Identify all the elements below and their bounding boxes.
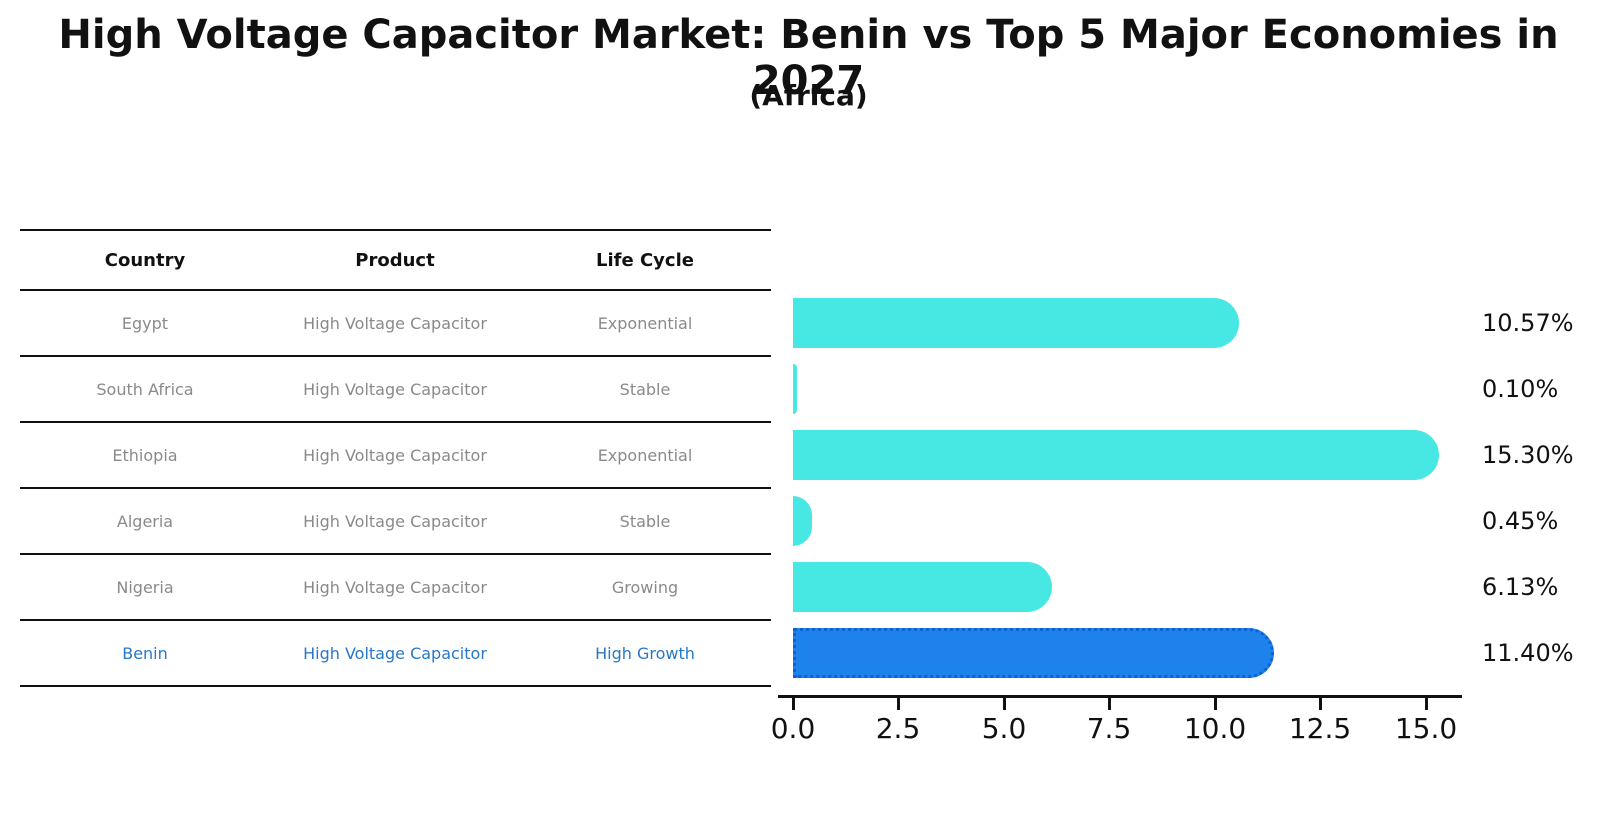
column-header-country: Country	[104, 249, 186, 271]
cell-life-cycle: Exponential	[597, 445, 693, 465]
table-divider	[20, 553, 771, 555]
cell-country: Nigeria	[116, 577, 174, 597]
cell-country: Ethiopia	[112, 445, 178, 465]
cell-product: High Voltage Capacitor	[303, 313, 487, 333]
cell-product: High Voltage Capacitor	[303, 577, 487, 597]
table-row: Ethiopia High Voltage Capacitor Exponent…	[20, 423, 771, 487]
cell-country: Benin	[122, 643, 168, 663]
column-header-product: Product	[355, 249, 435, 271]
table-divider	[20, 619, 771, 621]
cell-life-cycle: Exponential	[597, 313, 693, 333]
value-label: 0.10%	[1482, 375, 1559, 403]
x-axis-tick	[792, 698, 795, 710]
bar-algeria	[793, 496, 812, 546]
table-divider	[20, 289, 771, 291]
x-axis-tick-label: 2.5	[875, 712, 921, 745]
chart-title: High Voltage Capacitor Market: Benin vs …	[58, 12, 1559, 104]
table-row: Algeria High Voltage Capacitor Stable	[20, 489, 771, 553]
x-axis-tick-label: 0.0	[770, 712, 816, 745]
table-header-row: Country Product Life Cycle	[20, 232, 771, 288]
cell-product: High Voltage Capacitor	[303, 643, 487, 663]
cell-life-cycle: Stable	[619, 511, 671, 531]
chart-subtitle: (Africa)	[749, 79, 868, 112]
bar-egypt	[793, 298, 1240, 348]
x-axis-tick-label: 15.0	[1394, 712, 1458, 745]
x-axis-tick	[1425, 698, 1428, 710]
x-axis-spine	[778, 695, 1462, 698]
cell-product: High Voltage Capacitor	[303, 445, 487, 465]
value-label: 0.45%	[1482, 507, 1559, 535]
value-label: 10.57%	[1482, 309, 1574, 337]
x-axis-tick	[1319, 698, 1322, 710]
table-row: Nigeria High Voltage Capacitor Growing	[20, 555, 771, 619]
cell-product: High Voltage Capacitor	[303, 379, 487, 399]
bar-nigeria	[793, 562, 1052, 612]
table-row: South Africa High Voltage Capacitor Stab…	[20, 357, 771, 421]
x-axis-tick	[1108, 698, 1111, 710]
x-axis-tick	[1214, 698, 1217, 710]
column-header-life-cycle: Life Cycle	[596, 249, 694, 271]
cell-product: High Voltage Capacitor	[303, 511, 487, 531]
x-axis-tick-label: 12.5	[1288, 712, 1352, 745]
cell-life-cycle: Stable	[619, 379, 671, 399]
x-axis-tick-label: 7.5	[1086, 712, 1132, 745]
table-row: Egypt High Voltage Capacitor Exponential	[20, 291, 771, 355]
x-axis-tick-label: 5.0	[981, 712, 1027, 745]
table-divider	[20, 487, 771, 489]
value-label: 15.30%	[1482, 441, 1574, 469]
cell-country: South Africa	[96, 379, 194, 399]
cell-country: Algeria	[116, 511, 174, 531]
bar-benin-highlighted	[793, 628, 1275, 678]
table-divider	[20, 229, 771, 231]
table-divider	[20, 355, 771, 357]
table-row-highlighted: Benin High Voltage Capacitor High Growth	[20, 621, 771, 685]
cell-life-cycle: Growing	[611, 577, 679, 597]
bar-south-africa	[793, 364, 798, 414]
value-label: 6.13%	[1482, 573, 1559, 601]
x-axis-tick	[1003, 698, 1006, 710]
cell-life-cycle: High Growth	[595, 643, 695, 663]
x-axis-tick-label: 10.0	[1183, 712, 1247, 745]
table-divider	[20, 421, 771, 423]
x-axis-tick	[897, 698, 900, 710]
value-label: 11.40%	[1482, 639, 1574, 667]
table-divider	[20, 685, 771, 687]
cell-country: Egypt	[121, 313, 169, 333]
bar-ethiopia	[793, 430, 1439, 480]
